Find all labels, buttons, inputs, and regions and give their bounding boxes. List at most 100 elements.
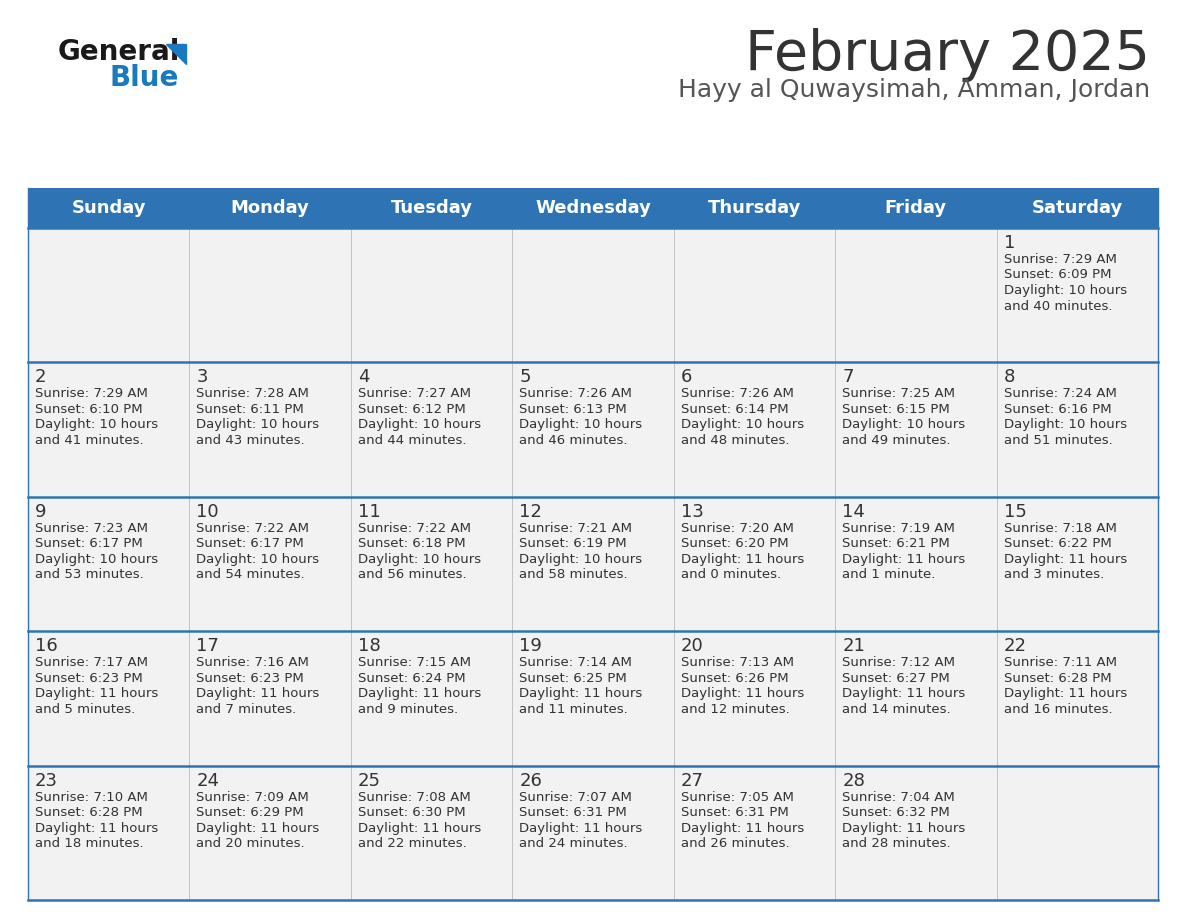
Bar [674, 228, 835, 363]
Bar [350, 766, 512, 900]
Bar [350, 632, 512, 766]
Text: Sunrise: 7:07 AM: Sunrise: 7:07 AM [519, 790, 632, 803]
Bar [189, 632, 350, 766]
Text: Sunset: 6:15 PM: Sunset: 6:15 PM [842, 403, 950, 416]
Text: Sunset: 6:24 PM: Sunset: 6:24 PM [358, 672, 466, 685]
Text: and 26 minutes.: and 26 minutes. [681, 837, 789, 850]
Text: Sunset: 6:27 PM: Sunset: 6:27 PM [842, 672, 950, 685]
Text: Thursday: Thursday [708, 199, 801, 217]
Bar [512, 228, 674, 363]
Text: 18: 18 [358, 637, 380, 655]
Text: 17: 17 [196, 637, 220, 655]
Text: Sunrise: 7:16 AM: Sunrise: 7:16 AM [196, 656, 309, 669]
Text: Sunset: 6:32 PM: Sunset: 6:32 PM [842, 806, 950, 819]
Text: and 7 minutes.: and 7 minutes. [196, 702, 297, 716]
Text: 10: 10 [196, 503, 219, 521]
Text: Daylight: 11 hours: Daylight: 11 hours [842, 688, 966, 700]
Text: Sunrise: 7:09 AM: Sunrise: 7:09 AM [196, 790, 309, 803]
Text: Sunrise: 7:08 AM: Sunrise: 7:08 AM [358, 790, 470, 803]
Bar [29, 228, 189, 363]
Text: 3: 3 [196, 368, 208, 386]
Text: Tuesday: Tuesday [391, 199, 473, 217]
Text: Daylight: 11 hours: Daylight: 11 hours [681, 822, 804, 834]
Text: and 3 minutes.: and 3 minutes. [1004, 568, 1104, 581]
Text: 13: 13 [681, 503, 703, 521]
Text: and 53 minutes.: and 53 minutes. [34, 568, 144, 581]
Text: and 41 minutes.: and 41 minutes. [34, 434, 144, 447]
Text: 5: 5 [519, 368, 531, 386]
Bar [29, 188, 1158, 228]
Text: Sunrise: 7:20 AM: Sunrise: 7:20 AM [681, 521, 794, 535]
Text: Sunrise: 7:25 AM: Sunrise: 7:25 AM [842, 387, 955, 400]
Text: and 14 minutes.: and 14 minutes. [842, 702, 950, 716]
Text: Daylight: 11 hours: Daylight: 11 hours [34, 688, 158, 700]
Text: Hayy al Quwaysimah, Amman, Jordan: Hayy al Quwaysimah, Amman, Jordan [678, 78, 1150, 102]
Text: and 28 minutes.: and 28 minutes. [842, 837, 950, 850]
Text: 11: 11 [358, 503, 380, 521]
Text: Sunset: 6:11 PM: Sunset: 6:11 PM [196, 403, 304, 416]
Text: Sunrise: 7:23 AM: Sunrise: 7:23 AM [34, 521, 148, 535]
Text: and 40 minutes.: and 40 minutes. [1004, 299, 1112, 312]
Text: Sunset: 6:29 PM: Sunset: 6:29 PM [196, 806, 304, 819]
Text: 2: 2 [34, 368, 46, 386]
Text: and 0 minutes.: and 0 minutes. [681, 568, 781, 581]
Text: Sunset: 6:12 PM: Sunset: 6:12 PM [358, 403, 466, 416]
Bar [189, 363, 350, 497]
Text: Sunrise: 7:05 AM: Sunrise: 7:05 AM [681, 790, 794, 803]
Bar [512, 632, 674, 766]
Text: Daylight: 11 hours: Daylight: 11 hours [1004, 553, 1127, 565]
Text: Sunset: 6:13 PM: Sunset: 6:13 PM [519, 403, 627, 416]
Text: Sunrise: 7:10 AM: Sunrise: 7:10 AM [34, 790, 147, 803]
Text: Daylight: 10 hours: Daylight: 10 hours [1004, 284, 1126, 297]
Text: Daylight: 10 hours: Daylight: 10 hours [358, 553, 481, 565]
Text: and 22 minutes.: and 22 minutes. [358, 837, 467, 850]
Text: Sunrise: 7:17 AM: Sunrise: 7:17 AM [34, 656, 148, 669]
Text: Sunset: 6:21 PM: Sunset: 6:21 PM [842, 537, 950, 550]
Bar [674, 632, 835, 766]
Text: 7: 7 [842, 368, 854, 386]
Text: and 12 minutes.: and 12 minutes. [681, 702, 790, 716]
Text: 28: 28 [842, 772, 865, 789]
Text: Sunset: 6:28 PM: Sunset: 6:28 PM [1004, 672, 1111, 685]
Text: and 58 minutes.: and 58 minutes. [519, 568, 628, 581]
Text: Sunrise: 7:22 AM: Sunrise: 7:22 AM [196, 521, 309, 535]
Text: Sunset: 6:18 PM: Sunset: 6:18 PM [358, 537, 466, 550]
Text: Sunset: 6:23 PM: Sunset: 6:23 PM [196, 672, 304, 685]
Text: Saturday: Saturday [1031, 199, 1123, 217]
Text: Sunrise: 7:04 AM: Sunrise: 7:04 AM [842, 790, 955, 803]
Text: Daylight: 11 hours: Daylight: 11 hours [519, 822, 643, 834]
Text: 21: 21 [842, 637, 865, 655]
Text: 9: 9 [34, 503, 46, 521]
Text: February 2025: February 2025 [745, 28, 1150, 82]
Text: Sunset: 6:26 PM: Sunset: 6:26 PM [681, 672, 789, 685]
Text: and 9 minutes.: and 9 minutes. [358, 702, 459, 716]
Text: 26: 26 [519, 772, 542, 789]
Text: Daylight: 10 hours: Daylight: 10 hours [842, 419, 966, 431]
Text: Sunrise: 7:26 AM: Sunrise: 7:26 AM [519, 387, 632, 400]
Text: Daylight: 10 hours: Daylight: 10 hours [681, 419, 804, 431]
Text: Daylight: 11 hours: Daylight: 11 hours [358, 822, 481, 834]
Text: 16: 16 [34, 637, 58, 655]
Text: Sunset: 6:19 PM: Sunset: 6:19 PM [519, 537, 627, 550]
Text: Daylight: 10 hours: Daylight: 10 hours [358, 419, 481, 431]
Bar [997, 632, 1158, 766]
Text: and 44 minutes.: and 44 minutes. [358, 434, 467, 447]
Text: Sunset: 6:09 PM: Sunset: 6:09 PM [1004, 268, 1111, 282]
Text: Daylight: 11 hours: Daylight: 11 hours [842, 822, 966, 834]
Text: Sunset: 6:16 PM: Sunset: 6:16 PM [1004, 403, 1111, 416]
Text: and 11 minutes.: and 11 minutes. [519, 702, 628, 716]
Text: Sunrise: 7:18 AM: Sunrise: 7:18 AM [1004, 521, 1117, 535]
Text: Sunrise: 7:12 AM: Sunrise: 7:12 AM [842, 656, 955, 669]
Bar [350, 363, 512, 497]
Text: Sunrise: 7:21 AM: Sunrise: 7:21 AM [519, 521, 632, 535]
Text: 19: 19 [519, 637, 542, 655]
Text: Sunset: 6:31 PM: Sunset: 6:31 PM [681, 806, 789, 819]
Bar [189, 228, 350, 363]
Text: Daylight: 10 hours: Daylight: 10 hours [196, 419, 320, 431]
Text: Daylight: 10 hours: Daylight: 10 hours [34, 553, 158, 565]
Bar [29, 363, 189, 497]
Bar [835, 363, 997, 497]
Text: Daylight: 11 hours: Daylight: 11 hours [196, 688, 320, 700]
Text: Daylight: 10 hours: Daylight: 10 hours [1004, 419, 1126, 431]
Bar [997, 497, 1158, 632]
